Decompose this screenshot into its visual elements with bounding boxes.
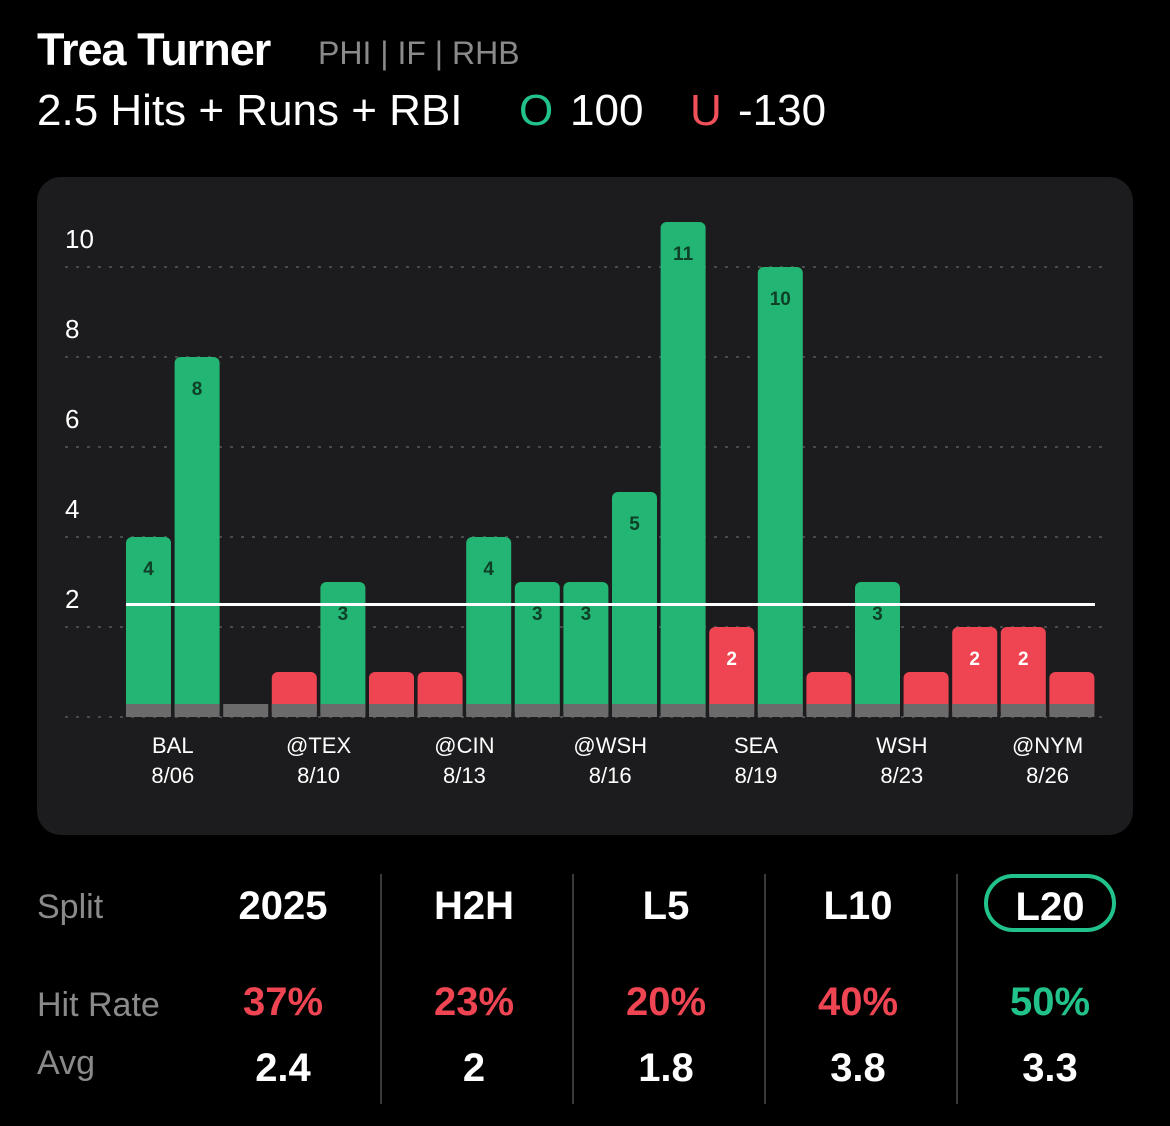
under-odds[interactable]: -130 bbox=[738, 86, 827, 135]
bar-base bbox=[806, 704, 852, 717]
bar-over[interactable] bbox=[660, 222, 706, 717]
bar-base bbox=[174, 704, 220, 717]
x-tick-date: 8/19 bbox=[735, 763, 778, 788]
bar-under[interactable] bbox=[952, 627, 998, 717]
avg-value: 2 bbox=[462, 1046, 486, 1090]
bar-base bbox=[514, 704, 560, 717]
column-divider bbox=[572, 874, 574, 1104]
x-tick-date: 8/13 bbox=[443, 763, 486, 788]
bar-base bbox=[563, 704, 609, 717]
bar-under[interactable] bbox=[1000, 627, 1046, 717]
x-tick-team: @TEX bbox=[286, 733, 351, 758]
over-indicator: O bbox=[519, 86, 554, 135]
bar-over[interactable] bbox=[466, 537, 512, 717]
bar-over[interactable] bbox=[174, 357, 220, 717]
avg-row-label: Avg bbox=[37, 1044, 95, 1082]
bar-over[interactable] bbox=[855, 582, 900, 717]
player-meta: PHI | IF | RHB bbox=[318, 35, 520, 71]
player-name: Trea Turner bbox=[37, 24, 271, 75]
bar-base bbox=[466, 704, 512, 717]
y-tick-label: 2 bbox=[65, 584, 79, 614]
x-tick-date: 8/16 bbox=[589, 763, 632, 788]
split-tab-l5[interactable]: L5 bbox=[642, 884, 690, 928]
bar-base bbox=[709, 704, 755, 717]
hit-rate-value: 40% bbox=[817, 980, 899, 1024]
x-tick-team: WSH bbox=[876, 733, 927, 758]
bar-base bbox=[660, 704, 706, 717]
splits-table: Split Hit Rate Avg 2025 37% 2.4 H2H 23% 2 L5 20… bbox=[0, 860, 1170, 1120]
bar-value-label: 4 bbox=[143, 559, 154, 580]
bar-base bbox=[126, 704, 171, 717]
bar-value-label: 10 bbox=[770, 289, 791, 310]
bar-over[interactable] bbox=[757, 267, 803, 717]
column-divider bbox=[380, 874, 382, 1104]
split-row-label: Split bbox=[37, 888, 104, 926]
x-tick-date: 8/06 bbox=[151, 763, 194, 788]
column-divider bbox=[956, 874, 958, 1104]
under-indicator: U bbox=[690, 86, 722, 135]
bar-base bbox=[1000, 704, 1046, 717]
avg-value: 2.4 bbox=[255, 1046, 311, 1090]
avg-value: 3.8 bbox=[830, 1046, 886, 1090]
avg-value: 3.3 bbox=[1022, 1046, 1078, 1090]
x-tick-team: @WSH bbox=[573, 733, 647, 758]
split-tab-2025[interactable]: 2025 bbox=[238, 884, 328, 928]
bar-value-label: 3 bbox=[338, 604, 349, 625]
x-tick-team: @CIN bbox=[434, 733, 494, 758]
hit-rate-value: 50% bbox=[1009, 980, 1091, 1024]
y-tick-label: 10 bbox=[65, 224, 94, 254]
chart-card: 2 4 6 8 10 4 8 3 4 3 3 5 11 2 10 3 2 2 BAL 8/06 @TEX 8/10 @CIN… bbox=[37, 177, 1133, 835]
bar-base bbox=[271, 704, 317, 717]
hit-rate-value: 37% bbox=[242, 980, 324, 1024]
hit-rate-value: 20% bbox=[625, 980, 707, 1024]
hit-rate-value: 23% bbox=[433, 980, 515, 1024]
bar-value-label: 2 bbox=[969, 649, 980, 670]
bar-base bbox=[223, 704, 269, 717]
bar-over[interactable] bbox=[563, 582, 609, 717]
avg-value: 1.8 bbox=[638, 1046, 694, 1090]
bar-value-label: 3 bbox=[872, 604, 883, 625]
bar-value-label: 3 bbox=[532, 604, 543, 625]
bar-base bbox=[612, 704, 657, 717]
x-tick-team: @NYM bbox=[1012, 733, 1083, 758]
bar-value-label: 2 bbox=[1018, 649, 1029, 670]
bar-base bbox=[903, 704, 949, 717]
bar-value-label: 4 bbox=[483, 559, 494, 580]
bar-under[interactable] bbox=[709, 627, 755, 717]
split-tab-h2h[interactable]: H2H bbox=[433, 884, 515, 928]
bar-base bbox=[320, 704, 366, 717]
bar-base bbox=[417, 704, 463, 717]
x-tick-date: 8/26 bbox=[1026, 763, 1069, 788]
bar-value-label: 8 bbox=[192, 379, 203, 400]
bar-base bbox=[757, 704, 803, 717]
bar-value-label: 2 bbox=[726, 649, 737, 670]
bar-base bbox=[1049, 704, 1095, 717]
y-tick-label: 6 bbox=[65, 404, 79, 434]
bar-value-label: 11 bbox=[673, 244, 694, 265]
prop-line: 2.5 Hits + Runs + RBI bbox=[37, 86, 463, 135]
y-tick-label: 8 bbox=[65, 314, 79, 344]
over-odds[interactable]: 100 bbox=[570, 86, 644, 135]
bar-over[interactable] bbox=[126, 537, 171, 717]
x-tick-date: 8/23 bbox=[880, 763, 923, 788]
bar-value-label: 5 bbox=[629, 514, 640, 535]
bar-base bbox=[952, 704, 998, 717]
hit-rate-row-label: Hit Rate bbox=[37, 986, 160, 1024]
x-tick-team: SEA bbox=[734, 733, 778, 758]
x-tick-team: BAL bbox=[152, 733, 194, 758]
bar-over[interactable] bbox=[320, 582, 366, 717]
column-divider bbox=[764, 874, 766, 1104]
bar-base bbox=[855, 704, 900, 717]
split-tab-l20[interactable]: L20 bbox=[984, 874, 1116, 932]
bar-value-label: 3 bbox=[581, 604, 592, 625]
bar-chart: 2 4 6 8 10 4 8 3 4 3 3 5 11 2 10 3 2 2 BAL 8/06 @TEX 8/10 @CIN… bbox=[65, 222, 1103, 788]
y-tick-label: 4 bbox=[65, 494, 79, 524]
x-tick-date: 8/10 bbox=[297, 763, 340, 788]
bar-base bbox=[369, 704, 414, 717]
bar-over[interactable] bbox=[514, 582, 560, 717]
split-tab-l10[interactable]: L10 bbox=[823, 884, 893, 928]
